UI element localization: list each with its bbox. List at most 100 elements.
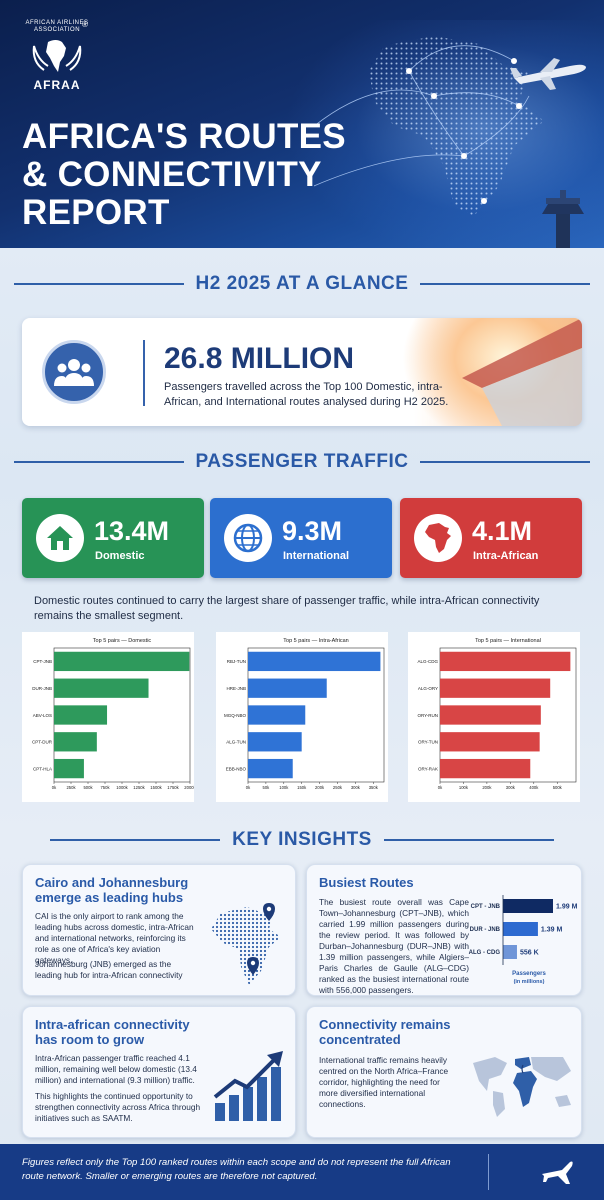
x-tick-label: 50k [263, 785, 271, 790]
traffic-heading: PASSENGER TRAFFIC [0, 448, 604, 476]
logo-arc-text: AFRICAN AIRLINES ASSOCIATION [25, 20, 89, 33]
bar-ory-run [440, 705, 541, 725]
africa-icon [414, 514, 462, 562]
busiest-category-label: ALG - CDG [469, 950, 501, 956]
busiest-category-label: CPT - JNB [471, 904, 501, 910]
busiest-bar [503, 899, 553, 913]
x-tick-label: 0k [438, 785, 443, 790]
bar-alg-ory [440, 678, 551, 698]
category-label: ALG-CDG [417, 659, 438, 664]
x-tick-label: 200k [482, 785, 492, 790]
footer-banner: Figures reflect only the Top 100 ranked … [0, 1144, 604, 1200]
intra-title: Intra-african connectivity has room to g… [35, 1017, 190, 1047]
x-tick-label: 300k [506, 785, 516, 790]
stat-value-international: 9.3M [282, 516, 343, 546]
airplane-icon [510, 58, 586, 90]
x-tick-label: 200k [315, 785, 325, 790]
bar-ebb-nbo [248, 758, 293, 779]
bar-mgq-nbo [248, 705, 306, 725]
insight-card-busiest: Busiest Routes The busiest route overall… [306, 864, 582, 996]
bar-abv-los [54, 705, 108, 725]
afraa-logo: AFRICAN AIRLINES ASSOCIATION AFRAA [22, 20, 92, 92]
x-tick-label: 400k [529, 785, 539, 790]
chart-title: Top 5 pairs — Intra-African [283, 638, 348, 644]
category-label: ALG-TUN [226, 740, 246, 745]
category-label: EBB-NBO [226, 766, 247, 771]
x-tick-label: 0k [246, 785, 251, 790]
stat-card-intra-african: 4.1M Intra-African [400, 498, 582, 578]
stat-label-international: International [283, 550, 350, 562]
stat-value-domestic: 13.4M [94, 516, 170, 546]
category-label: HRE-JNB [226, 686, 246, 691]
busiest-routes-chart: CPT - JNB 1.99 M DUR - JNB 1.39 M ALG - CDG 5… [469, 895, 578, 985]
category-label: RBJ-TUN [227, 659, 246, 664]
hubs-paragraph-1: CAI is the only airport to rank among th… [35, 911, 194, 965]
category-label: CPT-HLA [33, 766, 52, 771]
x-tick-label: 1250k [133, 785, 145, 790]
concentrated-paragraph: International traffic remains heavily ce… [319, 1055, 449, 1109]
bar-cpt-hla [54, 758, 84, 779]
busiest-category-label: DUR - JNB [470, 927, 501, 933]
x-tick-label: 300k [351, 785, 361, 790]
bar-cpt-dur [54, 732, 97, 752]
category-label: CPT-JNB [33, 659, 52, 664]
category-label: DUR-JNB [32, 686, 52, 691]
category-label: ORY-TUN [418, 740, 438, 745]
busiest-title: Busiest Routes [319, 875, 414, 890]
category-label: MGQ-NBO [224, 713, 246, 718]
wing-icon [462, 318, 582, 426]
africa-wings-icon [32, 40, 82, 72]
report-title: AFRICA'S ROUTES & CONNECTIVITY REPORT [22, 118, 352, 232]
title-line-3: REPORT [22, 193, 170, 232]
busiest-axis-label-sub: (in millions) [514, 979, 545, 985]
globe-icon [224, 514, 272, 562]
growth-chart-icon [213, 1051, 283, 1121]
chart-international: Top 5 pairs — International ALG-CDG ALG-OR… [408, 632, 580, 802]
bar-hre-jnb [248, 678, 327, 698]
glance-heading: H2 2025 AT A GLANCE [0, 270, 604, 298]
stat-value-intra-african: 4.1M [472, 516, 533, 546]
x-tick-label: 350k [369, 785, 379, 790]
chart-title: Top 5 pairs — International [475, 638, 541, 644]
insight-card-hubs: Cairo and Johannesburg emerge as leading… [22, 864, 296, 996]
category-label: ORY-RAK [418, 766, 438, 771]
intra-paragraph-2: This highlights the continued opportunit… [35, 1091, 201, 1123]
title-line-2: & CONNECTIVITY [22, 155, 322, 194]
bar-cpt-jnb [54, 651, 190, 672]
x-tick-label: 250k [333, 785, 343, 790]
busiest-value-label: 1.99 M [556, 904, 578, 911]
insight-card-concentrated: Connectivity remains concentrated Intern… [306, 1006, 582, 1138]
busiest-bar [503, 945, 517, 959]
bar-ory-rak [440, 758, 531, 779]
total-passengers-value: 26.8 MILLION [164, 342, 355, 375]
logo-name: AFRAA [33, 78, 81, 92]
footer-disclaimer: Figures reflect only the Top 100 ranked … [22, 1157, 451, 1182]
hubs-title: Cairo and Johannesburg emerge as leading… [35, 875, 189, 905]
airplane-icon [542, 1161, 573, 1184]
concentrated-title: Connectivity remains concentrated [319, 1017, 451, 1047]
x-tick-label: 500k [83, 785, 93, 790]
busiest-axis-label: Passengers [512, 971, 546, 977]
x-tick-label: 1500k [150, 785, 162, 790]
x-tick-label: 100k [279, 785, 289, 790]
insights-heading: KEY INSIGHTS [0, 826, 604, 854]
glance-card: 26.8 MILLION Passengers travelled across… [22, 318, 582, 426]
category-label: ALG-ORY [418, 686, 438, 691]
busiest-value-label: 556 K [520, 950, 539, 957]
hero-banner: AFRICAN AIRLINES ASSOCIATION AFRAA ® AFR… [0, 0, 604, 248]
x-tick-label: 2000k [184, 785, 194, 790]
world-map-icon [473, 1057, 571, 1117]
hubs-paragraph-2: Johannesburg (JNB) emerged as the leadin… [35, 959, 183, 980]
x-tick-label: 500k [553, 785, 563, 790]
chart-international-svg: Top 5 pairs — International ALG-CDG ALG-OR… [408, 632, 580, 802]
people-icon [42, 340, 106, 404]
africa-map-pins-icon [211, 903, 281, 985]
bar-rbj-tun [248, 651, 381, 672]
stat-label-intra-african: Intra-African [473, 550, 539, 562]
busiest-bar [503, 922, 538, 936]
total-passengers-description: Passengers travelled across the Top 100 … [164, 381, 449, 408]
x-tick-label: 1000k [116, 785, 128, 790]
chart-domestic: Top 5 pairs — Domestic CPT-JNB DUR-JNB ABV-… [22, 632, 194, 802]
stat-label-domestic: Domestic [95, 550, 145, 562]
x-tick-label: 750k [100, 785, 110, 790]
